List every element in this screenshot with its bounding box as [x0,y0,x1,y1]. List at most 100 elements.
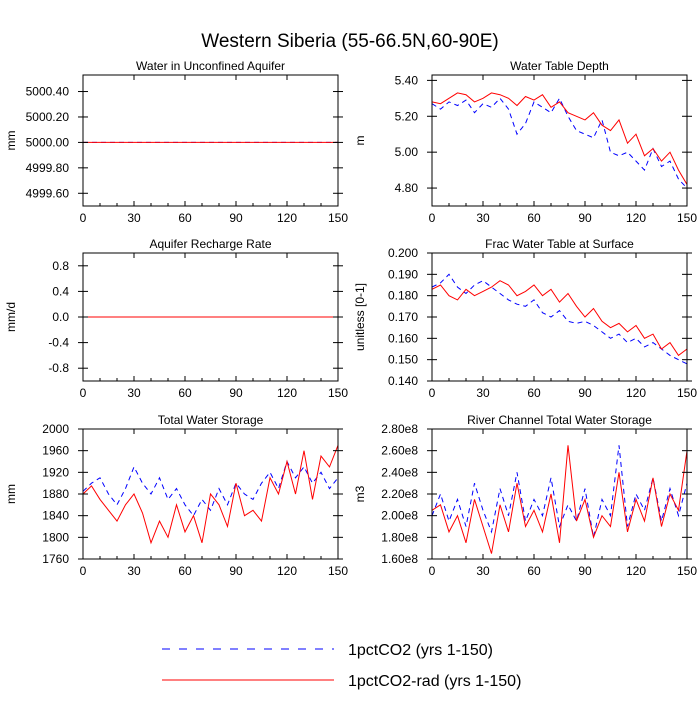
y-tick-label: 5000.00 [26,135,70,149]
y-tick-label: 0.170 [388,310,418,324]
y-tick-label: 5000.40 [26,85,70,99]
series-group [83,445,338,545]
y-tick-label: 1920 [42,465,69,479]
x-tick-label: 30 [127,564,141,578]
y-tick-label: 0.0 [52,310,69,324]
y-tick-label: 0.190 [388,267,418,281]
y-tick-label: 0.8 [52,259,69,273]
x-tick-label: 150 [328,386,348,400]
y-tick-label: -0.4 [48,336,69,350]
x-tick-label: 120 [626,211,646,225]
x-tick-label: 0 [429,211,436,225]
chart-panel: Total Water Storage 0 30 60 90 120 150 1760 1800… [4,413,348,578]
y-tick-label: 1800 [42,530,69,544]
panel-title: Water in Unconfined Aquifer [136,59,285,73]
y-tick-label: 4999.60 [26,186,70,200]
y-tick-label: 2.20e8 [381,487,418,501]
chart-panels: Water in Unconfined Aquifer 0 30 60 90 120 150… [4,59,697,578]
x-tick-label: 120 [626,386,646,400]
chart-panel: Water in Unconfined Aquifer 0 30 60 90 120 150… [4,59,348,225]
x-tick-label: 60 [527,211,541,225]
x-tick-label: 30 [127,211,141,225]
series-group [432,445,687,554]
y-tick-label: 5.20 [395,109,419,123]
legend-label-1pctco2-rad: 1pctCO2-rad (yrs 1-150) [348,673,521,690]
y-tick-label: 4.80 [395,181,419,195]
y-tick-label: 1880 [42,487,69,501]
y-tick-label: 1.80e8 [381,530,418,544]
x-tick-label: 150 [677,564,697,578]
x-tick-label: 90 [578,564,592,578]
y-axis-label: unitless [0-1] [353,283,367,351]
series-line-1pctco2-rad [83,445,338,545]
y-axis-label: mm [4,484,18,504]
panel-title: Frac Water Table at Surface [485,237,634,251]
y-tick-label: 2000 [42,422,69,436]
x-tick-label: 30 [476,211,490,225]
x-tick-label: 90 [229,386,243,400]
x-tick-label: 0 [429,564,436,578]
x-tick-label: 150 [677,386,697,400]
y-tick-label: 5.00 [395,145,419,159]
y-tick-label: 2.00e8 [381,509,418,523]
y-tick-label: 4999.80 [26,161,70,175]
chart-panel: Water Table Depth 0 30 60 90 120 150 4.80 5.00 5.… [353,59,697,225]
series-line-1pctco2 [432,273,687,365]
x-tick-label: 150 [677,211,697,225]
series-group [432,92,687,189]
chart-panel: River Channel Total Water Storage 0 30 60 90… [353,413,697,578]
panel-title: Aquifer Recharge Rate [149,237,271,251]
y-axis-label: mm/d [4,302,18,332]
panel-title: Total Water Storage [158,413,264,427]
y-tick-label: 1840 [42,509,69,523]
x-tick-label: 0 [80,211,87,225]
y-tick-label: 1.60e8 [381,552,418,566]
series-group [432,273,687,365]
x-tick-label: 30 [476,386,490,400]
series-line-1pctco2 [432,97,687,189]
x-tick-label: 120 [277,211,297,225]
x-tick-label: 120 [277,386,297,400]
x-tick-label: 120 [277,564,297,578]
figure-title: Western Siberia (55-66.5N,60-90E) [201,31,498,52]
x-tick-label: 0 [80,564,87,578]
y-tick-label: 2.80e8 [381,422,418,436]
x-tick-label: 30 [127,386,141,400]
y-tick-label: 5.40 [395,73,419,87]
x-tick-label: 150 [328,564,348,578]
y-tick-label: 0.200 [388,246,418,260]
x-tick-label: 90 [578,211,592,225]
y-tick-label: -0.8 [48,361,69,375]
x-tick-label: 60 [527,386,541,400]
x-tick-label: 60 [178,564,192,578]
y-tick-label: 0.180 [388,289,418,303]
y-tick-label: 0.4 [52,284,69,298]
legend-label-1pctco2: 1pctCO2 (yrs 1-150) [348,642,493,659]
series-line-1pctco2 [432,445,687,538]
x-tick-label: 90 [229,211,243,225]
y-tick-label: 1760 [42,552,69,566]
series-line-1pctco2-rad [432,92,687,185]
y-axis-label: mm [4,131,18,151]
x-tick-label: 60 [178,386,192,400]
panel-title: Water Table Depth [510,59,609,73]
x-tick-label: 30 [476,564,490,578]
y-tick-label: 1960 [42,444,69,458]
y-axis-label: m [353,136,367,146]
y-tick-label: 5000.20 [26,110,70,124]
x-tick-label: 120 [626,564,646,578]
legend: 1pctCO2 (yrs 1-150) 1pctCO2-rad (yrs 1-1… [162,642,521,690]
plot-frame [431,74,688,207]
chart-panel: Aquifer Recharge Rate 0 30 60 90 120 150 -0.8 -0… [4,237,348,400]
series-line-1pctco2-rad [432,445,687,554]
panel-title: River Channel Total Water Storage [467,413,652,427]
x-tick-label: 0 [80,386,87,400]
plot-frame [431,252,688,382]
x-tick-label: 60 [178,211,192,225]
plot-frame [82,74,339,207]
x-tick-label: 90 [229,564,243,578]
y-axis-label: m3 [353,485,367,502]
y-tick-label: 2.60e8 [381,444,418,458]
x-tick-label: 0 [429,386,436,400]
